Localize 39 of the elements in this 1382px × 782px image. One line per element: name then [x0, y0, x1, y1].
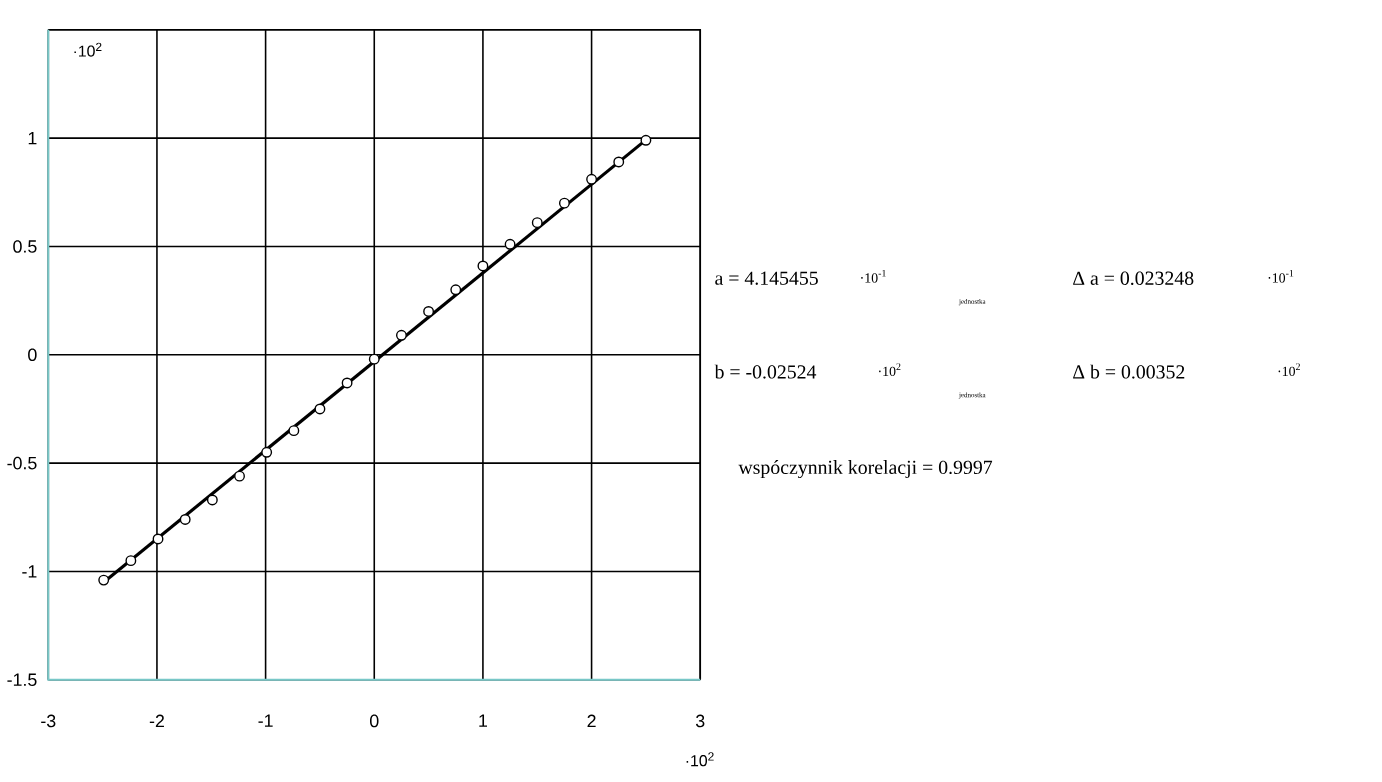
point	[234, 471, 245, 482]
point	[341, 377, 353, 389]
point	[450, 284, 462, 296]
x-tick-label: 2	[587, 715, 596, 728]
point	[125, 555, 137, 567]
point	[558, 198, 570, 209]
point	[314, 403, 326, 415]
point	[368, 354, 380, 365]
point	[423, 306, 435, 318]
point	[152, 533, 164, 545]
point	[531, 217, 543, 229]
y-tick-label: -0.5	[7, 457, 37, 470]
text: b = -0.02524	[714, 365, 817, 380]
point	[477, 260, 489, 272]
point	[586, 174, 598, 186]
point	[98, 575, 110, 586]
y-tick-label: -1.5	[7, 673, 37, 687]
x-tick-label: 0	[369, 715, 379, 728]
x-tick-label: -2	[149, 715, 164, 728]
y-tick-label: 0.5	[13, 240, 37, 254]
point	[504, 239, 516, 251]
y-tick-label: 0	[28, 348, 37, 362]
x-tick-label: 1	[479, 715, 487, 728]
point	[640, 135, 652, 147]
x-tick-label: -1	[258, 715, 273, 728]
point	[179, 514, 191, 526]
x-tick-label: -3	[41, 715, 56, 728]
point	[261, 447, 273, 459]
point	[395, 330, 407, 342]
text: wspóczynnik korelacji = 0.9997	[738, 460, 993, 479]
point	[206, 494, 218, 506]
text: Δ b = 0.00352	[1073, 365, 1185, 380]
text: a = 4.145455	[715, 272, 818, 286]
x-tick-label: 3	[695, 715, 705, 728]
y-tick-label: -1	[22, 565, 37, 578]
text: Δ a = 0.023248	[1073, 271, 1194, 286]
point	[613, 156, 625, 168]
y-tick-label: 1	[28, 132, 37, 145]
point	[288, 425, 300, 437]
